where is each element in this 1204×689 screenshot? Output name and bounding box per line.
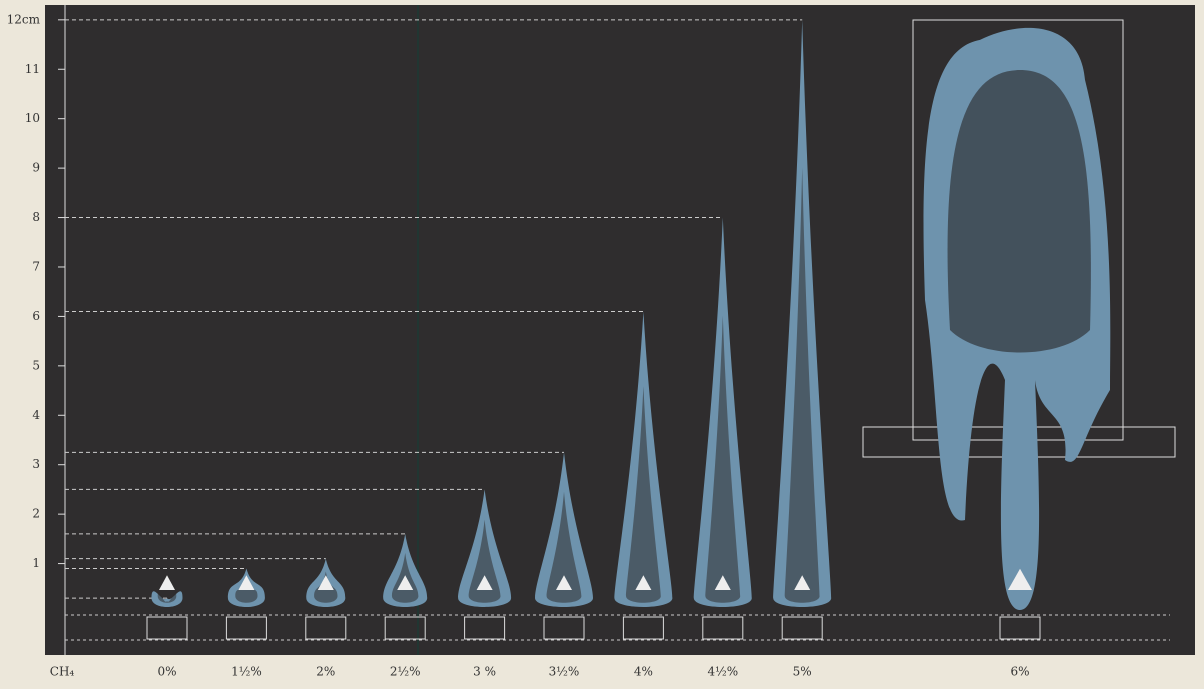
y-tick-label: 1 — [32, 556, 40, 570]
flame-tip — [397, 575, 414, 590]
x-tick-label: 4% — [634, 665, 653, 679]
x-tick-label: 6% — [1010, 665, 1029, 679]
x-tick-label: 0% — [157, 665, 176, 679]
x-tick-label: 1½% — [231, 665, 262, 679]
flame-core — [546, 491, 582, 603]
burner — [702, 616, 744, 640]
flame-core — [705, 315, 741, 603]
y-tick-label: 11 — [25, 62, 40, 76]
burner — [305, 616, 347, 640]
burner — [464, 616, 506, 640]
x-tick-label: 4½% — [707, 665, 738, 679]
flame-tip — [556, 575, 572, 590]
flame-core — [784, 167, 820, 603]
burner — [146, 616, 188, 640]
axis-label: CH₄ — [50, 665, 75, 679]
flame-core — [157, 592, 177, 603]
x-tick-label: 2½% — [390, 665, 421, 679]
flame-core — [468, 519, 501, 603]
y-tick-label: 12cm — [7, 12, 41, 26]
flame-core — [947, 70, 1091, 353]
flame-tip — [317, 575, 334, 590]
x-tick-label: 3½% — [549, 665, 580, 679]
burner — [781, 616, 823, 640]
flame-core — [626, 386, 661, 603]
flame-tip — [635, 575, 652, 590]
y-tick-label: 7 — [32, 259, 40, 273]
flame-tip — [159, 575, 175, 590]
flame — [151, 591, 183, 607]
flame-tip — [476, 575, 493, 590]
x-tick-label: 5% — [793, 665, 812, 679]
burner — [384, 616, 426, 640]
burner — [999, 616, 1041, 640]
y-tick-label: 5 — [32, 358, 40, 372]
burner — [225, 616, 267, 640]
flame-tip — [714, 575, 731, 590]
flame-tip — [794, 575, 811, 590]
y-tick-label: 8 — [32, 210, 40, 224]
flame-tip — [1008, 568, 1032, 590]
flame-core — [235, 578, 258, 603]
y-tick-label: 2 — [32, 507, 40, 521]
y-tick-label: 4 — [32, 408, 40, 422]
y-tick-label: 6 — [32, 309, 40, 323]
y-tick-label: 3 — [32, 457, 40, 471]
x-tick-label: 3 % — [473, 665, 496, 679]
y-tick-label: 10 — [25, 111, 40, 125]
burner — [543, 616, 585, 640]
burner — [622, 616, 664, 640]
flame-tip — [238, 575, 255, 590]
x-tick-label: 2% — [316, 665, 335, 679]
y-tick-label: 9 — [32, 161, 40, 175]
